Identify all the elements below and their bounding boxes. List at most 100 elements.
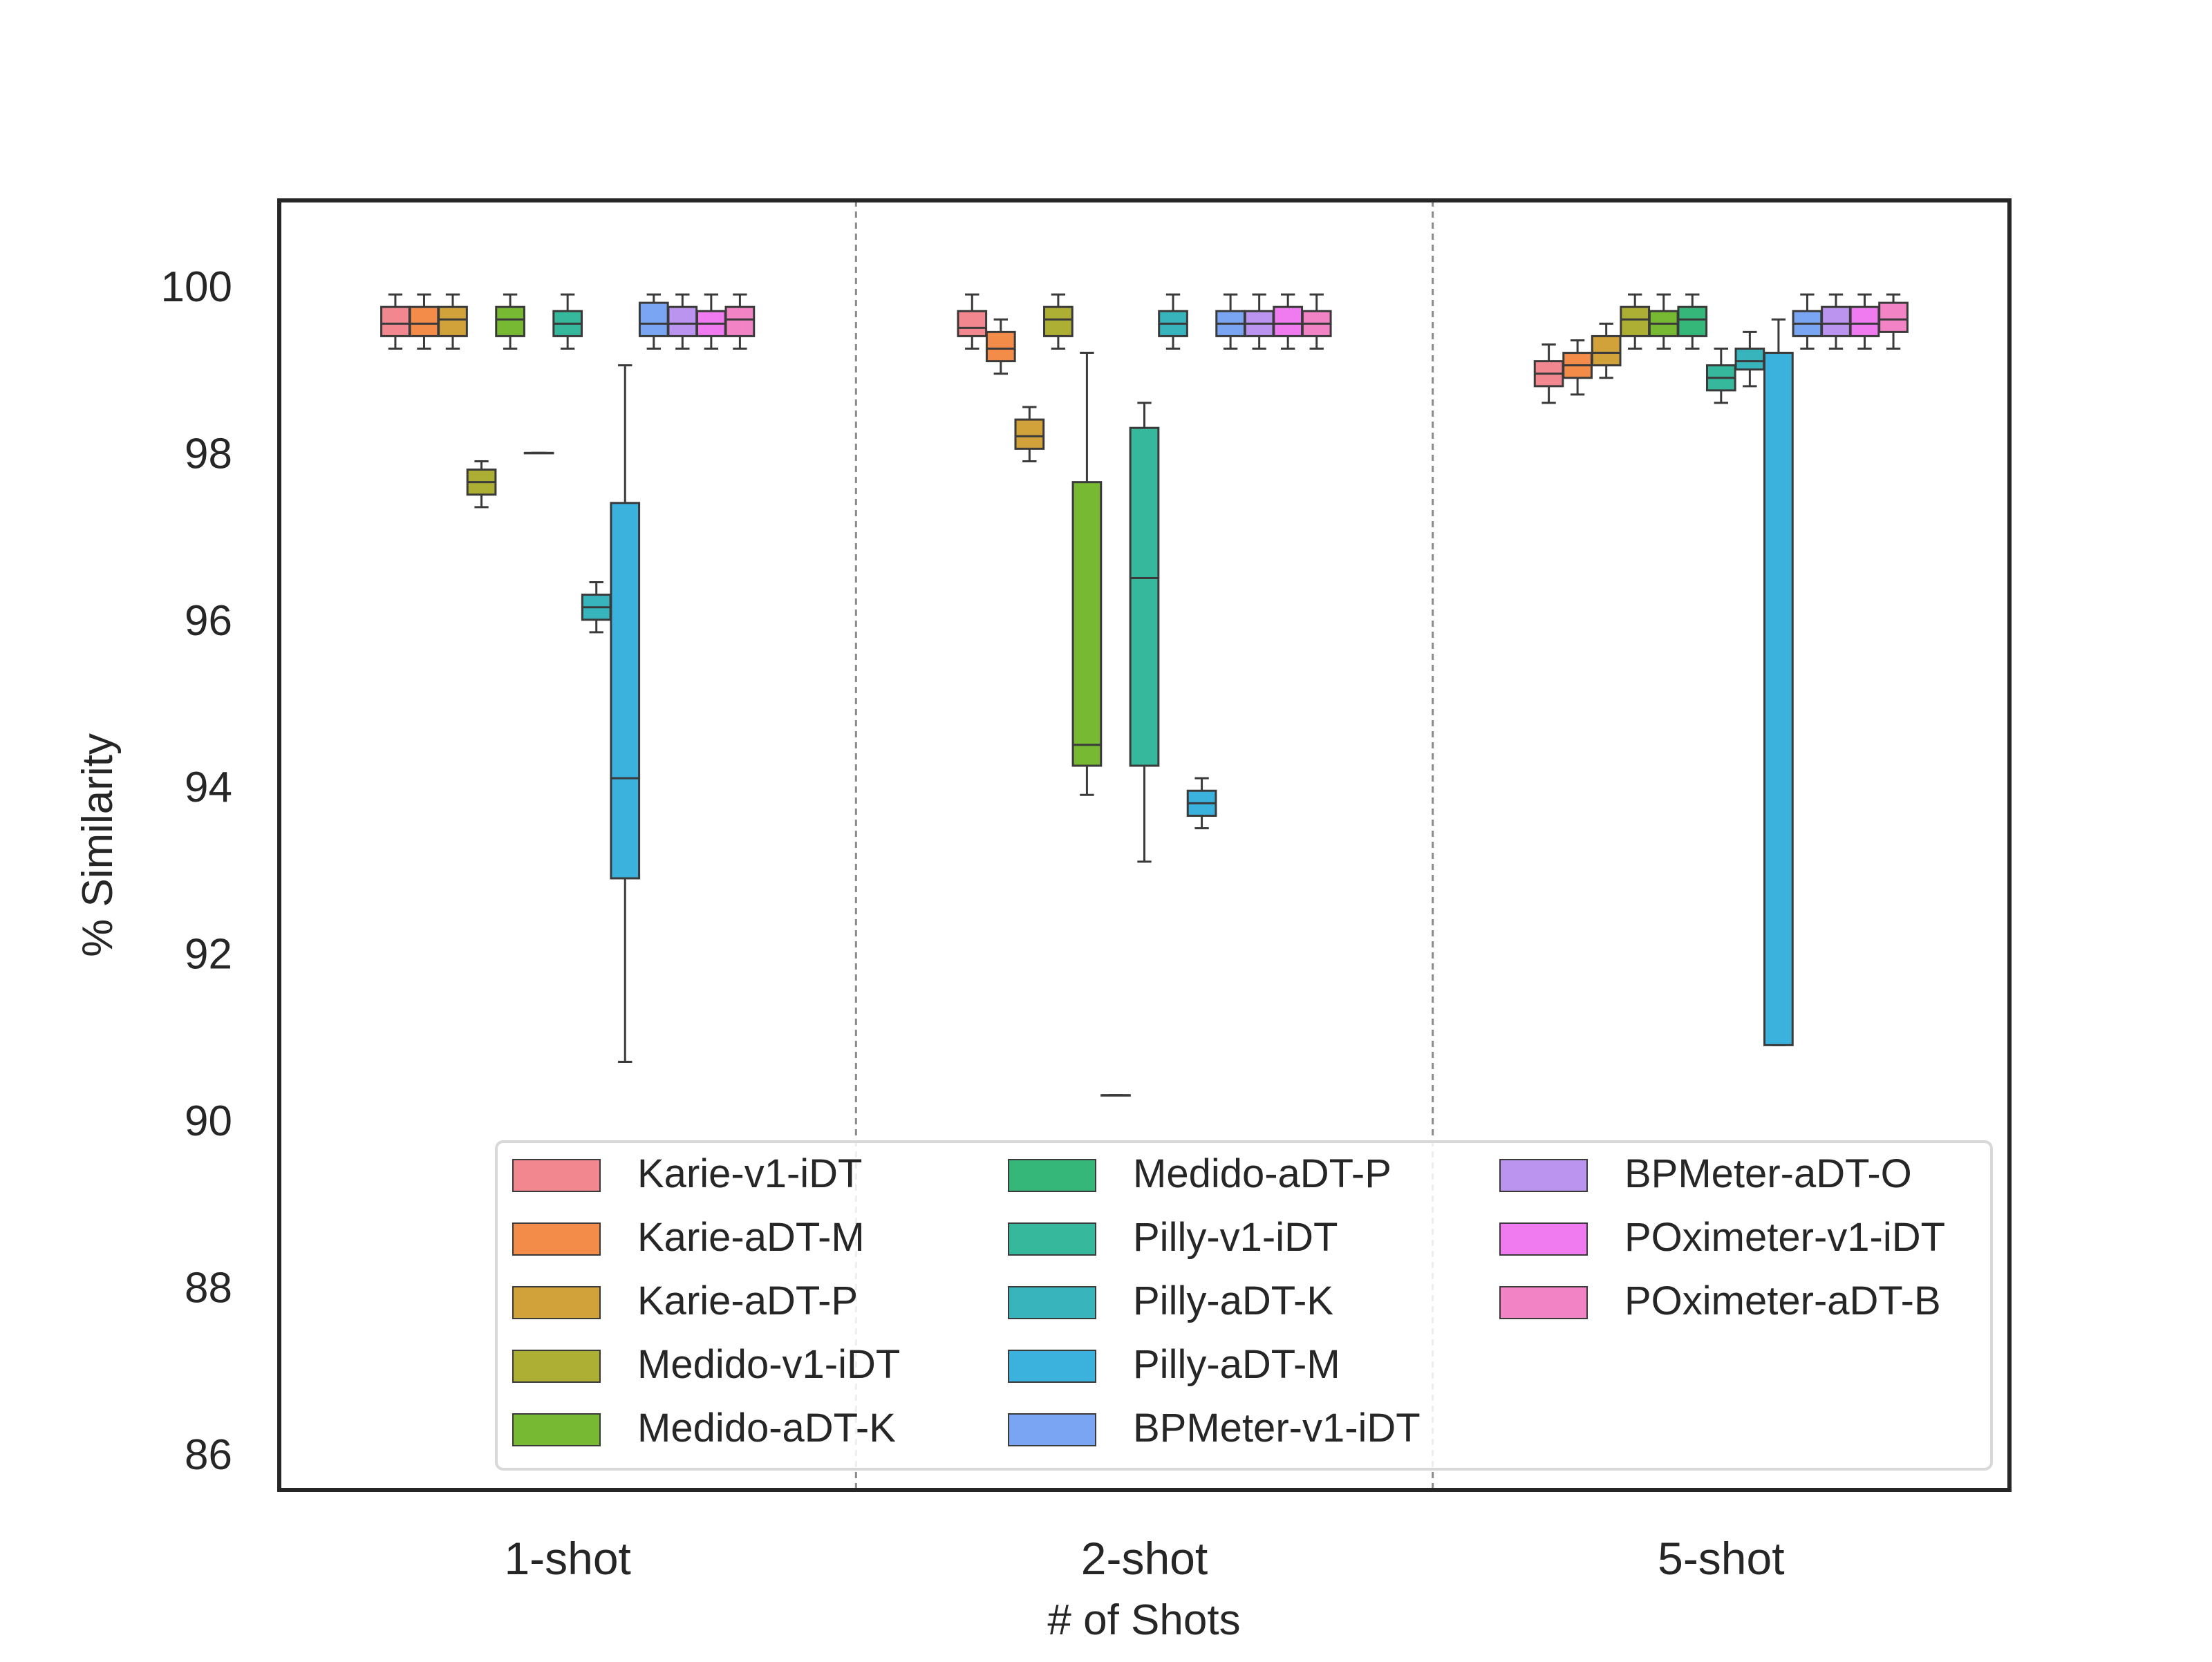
y-tick-label: 94: [185, 764, 232, 811]
y-tick-label: 96: [185, 597, 232, 645]
box-POximeter-v1-iDT-5-shot: [1849, 293, 1880, 350]
legend-label: Pilly-aDT-M: [1133, 1342, 1340, 1387]
box-body: [495, 305, 525, 337]
legend-item: POximeter-v1-iDT: [1499, 1215, 1945, 1260]
box-Medido-aDT-K-2-shot: [1071, 352, 1103, 796]
legend-frame: [495, 1140, 1993, 1471]
legend-label: Medido-v1-iDT: [637, 1342, 900, 1387]
box-body: [1821, 305, 1851, 337]
legend-item: Karie-aDT-P: [512, 1278, 858, 1323]
box-body: [409, 305, 440, 337]
box-Karie-aDT-P-1-shot: [438, 293, 468, 350]
legend-label: Karie-aDT-P: [637, 1278, 858, 1323]
box-Pilly-v1-iDT-5-shot: [1705, 348, 1736, 404]
box-BPMeter-v1-iDT-1-shot: [638, 293, 669, 350]
box-Pilly-aDT-M-1-shot: [610, 364, 641, 1064]
legend-swatch: [1499, 1286, 1588, 1319]
box-Pilly-aDT-M-5-shot: [1763, 318, 1794, 1046]
box-POximeter-aDT-B-5-shot: [1878, 293, 1909, 350]
legend-swatch: [1008, 1350, 1096, 1383]
box-BPMeter-v1-iDT-2-shot: [1215, 293, 1246, 350]
axis-ticks: 86 88 90 92 94 96 98 100 1-shot 2-shot 5-shot: [161, 263, 1785, 1584]
legend-label: BPMeter-aDT-O: [1624, 1151, 1912, 1196]
box-Pilly-aDT-K-5-shot: [1734, 330, 1765, 388]
box-Karie-aDT-P-5-shot: [1591, 322, 1622, 379]
box-Karie-aDT-M-5-shot: [1562, 339, 1593, 396]
box-body: [667, 305, 698, 337]
x-tick-label: 1-shot: [504, 1533, 630, 1584]
box-body: [438, 305, 468, 337]
y-tick-label: 88: [185, 1264, 232, 1312]
y-tick-label: 90: [185, 1097, 232, 1145]
legend-item: BPMeter-v1-iDT: [1008, 1406, 1421, 1451]
box-Medido-aDT-P-2-shot: [1100, 1094, 1131, 1097]
legend-item: BPMeter-aDT-O: [1499, 1151, 1912, 1196]
legend-label: Medido-aDT-P: [1133, 1151, 1391, 1196]
y-tick-label: 100: [161, 263, 232, 311]
box-body: [1014, 418, 1045, 450]
box-Karie-aDT-P-2-shot: [1014, 406, 1045, 462]
legend-swatch: [1499, 1159, 1588, 1192]
x-tick-label: 5-shot: [1658, 1533, 1784, 1584]
box-body: [610, 502, 641, 880]
box-body: [1129, 426, 1160, 767]
box-POximeter-aDT-B-1-shot: [724, 293, 756, 350]
legend-swatch: [512, 1222, 601, 1256]
legend-swatch: [1499, 1222, 1588, 1256]
legend-item: Karie-v1-iDT: [512, 1151, 863, 1196]
legend-label: Karie-v1-iDT: [637, 1151, 863, 1196]
box-body: [1043, 305, 1074, 337]
box-body: [957, 310, 988, 337]
box-BPMeter-aDT-O-1-shot: [667, 293, 698, 350]
box-Pilly-v1-iDT-2-shot: [1129, 402, 1160, 863]
legend-item: Medido-v1-iDT: [512, 1342, 900, 1387]
box-body: [1273, 305, 1304, 337]
legend-item: Pilly-aDT-K: [1008, 1278, 1333, 1323]
legend-label: Pilly-aDT-K: [1133, 1278, 1333, 1323]
box-Pilly-aDT-M-2-shot: [1186, 777, 1217, 830]
box-Medido-aDT-K-1-shot: [495, 293, 525, 350]
legend-item: Karie-aDT-M: [512, 1215, 865, 1260]
box-body: [1734, 348, 1765, 371]
y-tick-label: 92: [185, 931, 232, 979]
box-POximeter-aDT-B-2-shot: [1301, 293, 1332, 350]
legend-swatch: [1008, 1222, 1096, 1256]
legend-item: Medido-aDT-K: [512, 1406, 896, 1451]
legend-item: POximeter-aDT-B: [1499, 1278, 1941, 1323]
box-Medido-aDT-P-5-shot: [1677, 293, 1708, 350]
box-body: [985, 330, 1016, 363]
box-Karie-aDT-M-1-shot: [409, 293, 440, 350]
legend-swatch: [1008, 1286, 1096, 1319]
box-Medido-aDT-K-5-shot: [1648, 293, 1679, 350]
box-body: [724, 305, 756, 337]
x-tick-label: 2-shot: [1081, 1533, 1208, 1584]
box-Karie-v1-iDT-2-shot: [957, 293, 988, 350]
y-axis-label: % Similarity: [74, 733, 122, 957]
box-body: [380, 305, 411, 337]
box-body: [1071, 481, 1103, 767]
legend-item: Pilly-aDT-M: [1008, 1342, 1340, 1387]
x-axis-label: # of Shots: [1047, 1596, 1240, 1644]
legend-swatch: [512, 1286, 601, 1319]
legend-label: Medido-aDT-K: [637, 1406, 896, 1451]
box-body: [638, 301, 669, 337]
box-BPMeter-aDT-O-5-shot: [1821, 293, 1851, 350]
box-body: [1878, 301, 1909, 333]
legend-item: Pilly-v1-iDT: [1008, 1215, 1338, 1260]
legend-label: POximeter-v1-iDT: [1624, 1215, 1945, 1260]
box-body: [1620, 305, 1651, 337]
plot-frame: [277, 198, 2012, 1492]
legend-swatch: [1008, 1413, 1096, 1446]
legend-label: Karie-aDT-M: [637, 1215, 865, 1260]
box-Pilly-v1-iDT-1-shot: [552, 293, 583, 350]
legend-swatch: [512, 1159, 601, 1192]
box-body: [1849, 305, 1880, 337]
box-POximeter-v1-iDT-1-shot: [696, 293, 727, 350]
legend-swatch: [512, 1413, 601, 1446]
legend-item: Medido-aDT-P: [1008, 1151, 1391, 1196]
box-Medido-v1-iDT-5-shot: [1620, 293, 1651, 350]
box-Medido-v1-iDT-1-shot: [466, 460, 497, 509]
box-body: [1763, 352, 1794, 1046]
y-tick-label: 98: [185, 430, 232, 478]
